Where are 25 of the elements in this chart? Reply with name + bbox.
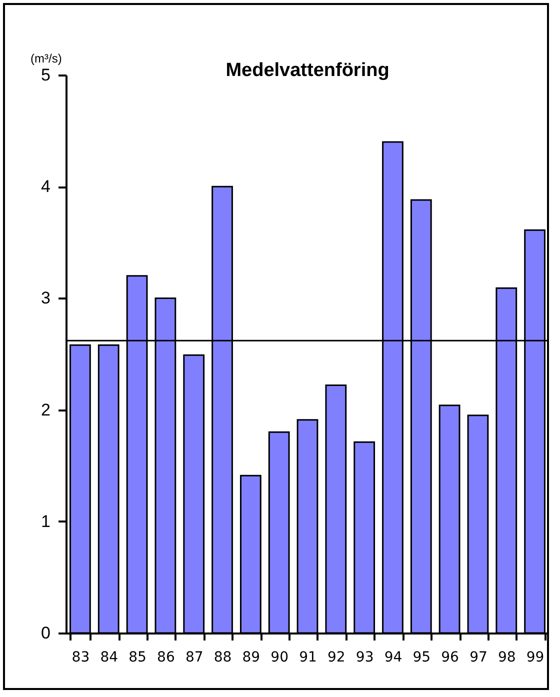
x-tick-label: 91 (299, 650, 317, 666)
x-tick-label: 86 (157, 650, 175, 666)
x-tick-label: 88 (214, 650, 232, 666)
x-tick-label: 94 (384, 650, 402, 666)
x-tick-label: 92 (328, 650, 346, 666)
x-tick-label: 90 (270, 650, 288, 666)
x-tick-label: 95 (412, 650, 431, 666)
x-tick-label: 99 (526, 650, 544, 666)
y-tick-label: 1 (41, 512, 50, 531)
x-tick-label: 96 (441, 650, 460, 666)
y-tick-label: 2 (41, 400, 50, 420)
x-tick-label: 93 (356, 650, 374, 666)
y-tick-label: 4 (41, 177, 50, 196)
x-tick-label: 98 (498, 650, 516, 666)
x-tick-label: 89 (242, 650, 260, 666)
x-tick-label: 83 (72, 650, 90, 666)
chart-title: Medelvattenföring (226, 60, 390, 81)
x-tick-label: 84 (100, 650, 118, 666)
y-tick-label: 3 (41, 288, 50, 308)
y-tick-label: 0 (41, 624, 50, 642)
x-tick-label: 87 (185, 650, 204, 666)
y-tick-label: 5 (41, 66, 50, 84)
x-tick-label: 97 (470, 650, 488, 666)
x-tick-label: 85 (128, 650, 146, 666)
y-axis-title: (m³/s) (30, 52, 62, 66)
